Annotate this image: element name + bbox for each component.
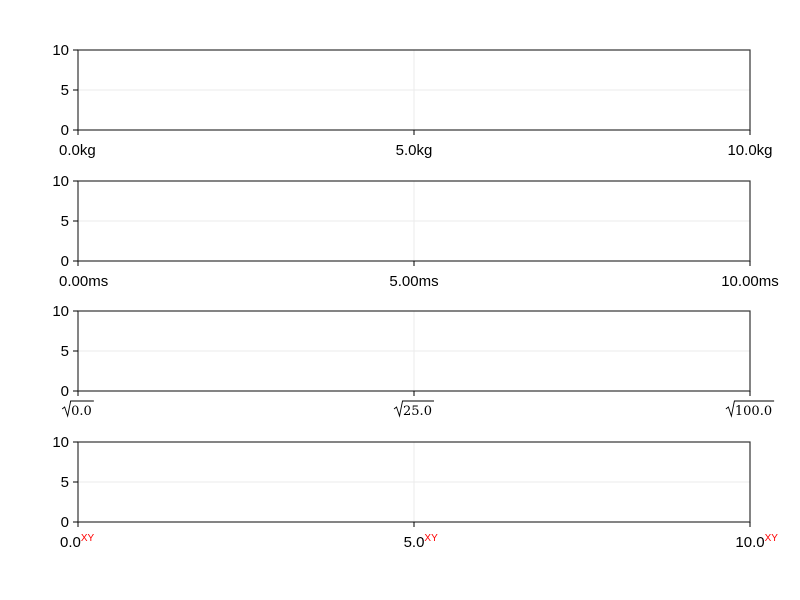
y-tick-label: 10	[52, 303, 69, 320]
y-tick-label: 5	[61, 82, 69, 99]
svg-text:10.0: 10.0	[735, 534, 764, 551]
svg-text:5.0: 5.0	[404, 534, 425, 551]
x-tick-label: 5.0kg	[396, 142, 433, 159]
svg-text:100.0: 100.0	[735, 404, 772, 419]
svg-text:XY: XY	[765, 533, 779, 544]
y-tick-label: 5	[61, 343, 69, 360]
sqrt-radical-icon	[725, 400, 775, 418]
x-tick-label: 0.0 XY	[60, 533, 95, 551]
x-tick-label: 10.0kg	[727, 142, 772, 159]
x-tick-label: 0.0kg	[59, 142, 96, 159]
svg-text:XY: XY	[424, 533, 438, 544]
panel-1: 0 5 10 0.0kg 5.0kg 10.0kg	[52, 42, 772, 159]
svg-text:0.0: 0.0	[60, 534, 81, 551]
x-tick-label: 10.0 XY	[735, 533, 778, 551]
panel-2: 0 5 10 0.00ms 5.00ms 10.00ms	[52, 173, 778, 290]
svg-text:0.0: 0.0	[71, 404, 92, 419]
y-tick-label: 0	[61, 122, 69, 139]
y-tick-label: 0	[61, 514, 69, 531]
x-tick-label: 0.0	[61, 400, 94, 419]
sqrt-radical-icon	[393, 400, 434, 418]
x-tick-label: 0.00ms	[59, 273, 108, 290]
y-tick-label: 5	[61, 213, 69, 230]
x-tick-label: 100.0	[725, 400, 775, 419]
y-tick-label: 10	[52, 434, 69, 451]
svg-text:25.0: 25.0	[403, 404, 432, 419]
x-tick-label: 5.00ms	[389, 273, 438, 290]
x-tick-label: 25.0	[393, 400, 434, 419]
y-tick-label: 10	[52, 173, 69, 190]
y-tick-label: 0	[61, 253, 69, 270]
y-tick-label: 0	[61, 383, 69, 400]
sqrt-radical-icon	[61, 400, 94, 418]
y-tick-label: 5	[61, 474, 69, 491]
x-tick-label: 10.00ms	[721, 273, 779, 290]
y-tick-label: 10	[52, 42, 69, 59]
svg-text:XY: XY	[81, 533, 95, 544]
x-tick-label: 5.0 XY	[404, 533, 439, 551]
